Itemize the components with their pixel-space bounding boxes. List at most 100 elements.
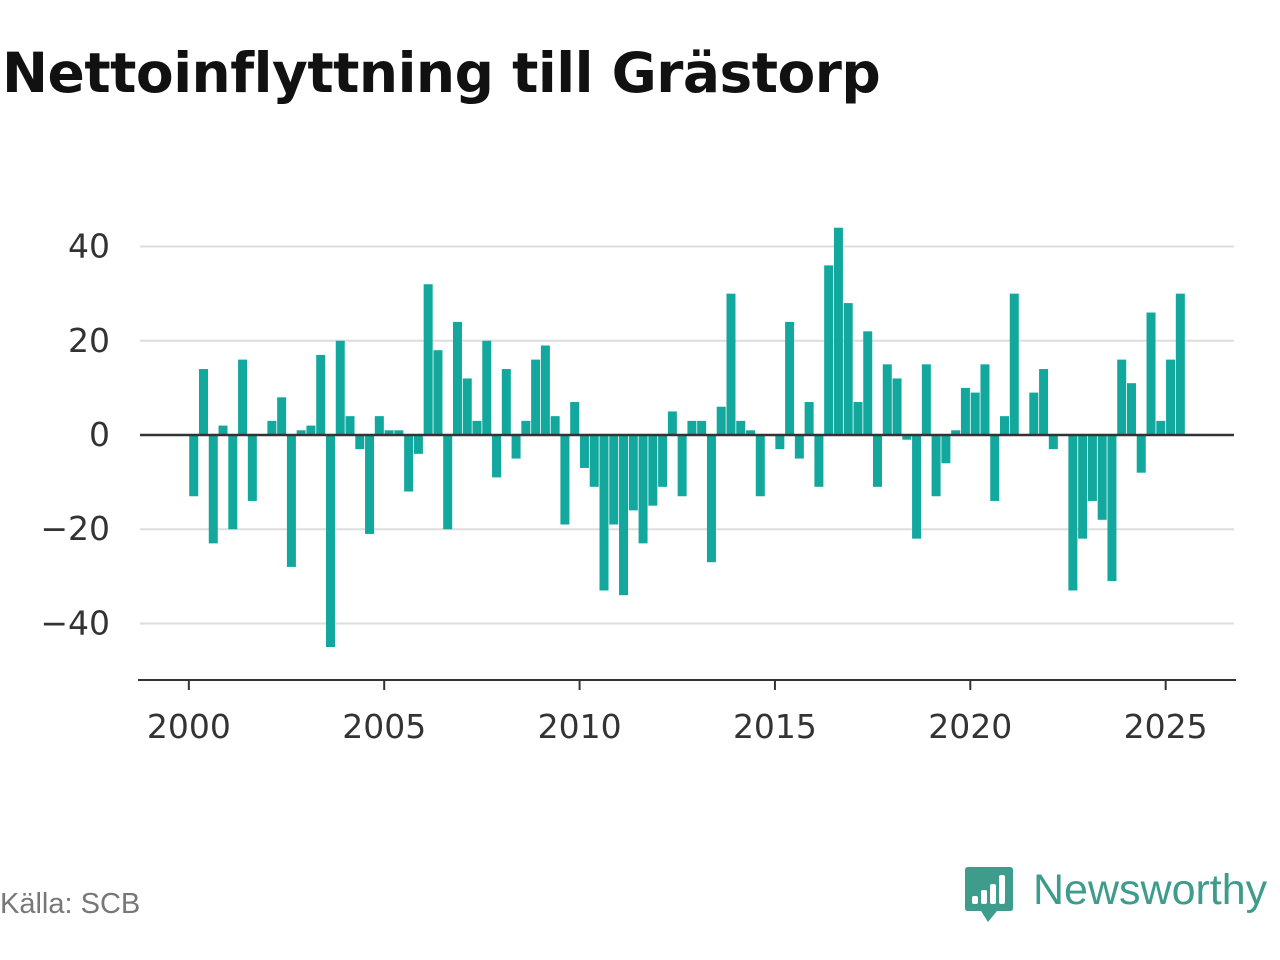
bar xyxy=(335,340,345,435)
x-tick-label: 2020 xyxy=(928,707,1012,746)
bar xyxy=(325,435,335,648)
bar xyxy=(706,435,716,563)
bar xyxy=(999,416,1009,435)
bar xyxy=(452,321,462,435)
bar xyxy=(228,435,238,530)
bar xyxy=(316,354,326,435)
bar xyxy=(677,435,687,497)
bar xyxy=(462,378,472,435)
bar xyxy=(785,321,795,435)
bar xyxy=(775,435,785,450)
bar xyxy=(882,364,892,435)
bar xyxy=(628,435,638,511)
bar xyxy=(648,435,658,506)
bar xyxy=(482,340,492,435)
bar xyxy=(814,435,824,487)
bar xyxy=(892,378,902,435)
bar xyxy=(1136,435,1146,473)
x-tick-label: 2015 xyxy=(733,707,817,746)
bar xyxy=(355,435,365,450)
bar xyxy=(277,397,287,435)
y-tick-label: −20 xyxy=(40,509,110,548)
bar xyxy=(941,435,951,464)
bar xyxy=(990,435,1000,501)
bar xyxy=(736,420,746,435)
bar xyxy=(472,420,482,435)
bar xyxy=(1087,435,1097,501)
bar xyxy=(921,364,931,435)
x-tick-label: 2005 xyxy=(342,707,426,746)
bar xyxy=(501,369,511,435)
bar xyxy=(960,387,970,435)
bar xyxy=(804,402,814,435)
bar xyxy=(198,369,208,435)
bar xyxy=(1146,312,1156,435)
bar xyxy=(413,435,423,454)
bar xyxy=(540,345,550,435)
bar xyxy=(1166,359,1176,435)
bar xyxy=(716,406,726,435)
bar xyxy=(697,420,707,435)
bar xyxy=(931,435,941,497)
bar xyxy=(794,435,804,459)
bar xyxy=(609,435,619,525)
bar xyxy=(726,293,736,435)
bar xyxy=(970,392,980,435)
bar xyxy=(423,284,433,435)
bar xyxy=(218,425,228,435)
bar xyxy=(1126,383,1136,435)
bar xyxy=(306,425,316,435)
bar xyxy=(560,435,570,525)
bar xyxy=(912,435,922,539)
chart-title: Nettoinflyttning till Grästorp xyxy=(2,41,881,105)
bar xyxy=(208,435,218,544)
bar xyxy=(374,416,384,435)
bar xyxy=(833,227,843,435)
brand-name: Newsworthy xyxy=(1033,866,1268,914)
bar xyxy=(1029,392,1039,435)
x-tick-label: 2000 xyxy=(147,707,231,746)
bar xyxy=(667,411,677,435)
bar xyxy=(579,435,589,468)
bar xyxy=(658,435,668,487)
y-tick-label: 0 xyxy=(89,415,110,454)
x-tick-label: 2025 xyxy=(1124,707,1208,746)
bar xyxy=(443,435,453,530)
bar xyxy=(619,435,629,596)
bar xyxy=(1048,435,1058,450)
bar xyxy=(746,430,756,435)
bar xyxy=(1107,435,1117,582)
bar xyxy=(296,430,306,435)
bar xyxy=(570,402,580,435)
y-tick-label: 40 xyxy=(68,227,110,266)
bar xyxy=(247,435,257,501)
gridlines xyxy=(140,245,1234,625)
bar xyxy=(1039,369,1049,435)
bar xyxy=(511,435,521,459)
bar xyxy=(755,435,765,497)
bar xyxy=(1078,435,1088,539)
bar xyxy=(902,435,912,440)
bar xyxy=(394,430,404,435)
bar xyxy=(384,430,394,435)
bar xyxy=(267,420,277,435)
x-tick-label: 2010 xyxy=(538,707,622,746)
y-tick-label: −40 xyxy=(40,603,110,642)
bar xyxy=(521,420,531,435)
x-axis-ticks: 2000 2005 2010 2015 2020 2025 xyxy=(147,680,1208,746)
bar xyxy=(873,435,883,487)
bar xyxy=(853,402,863,435)
bar xyxy=(365,435,375,534)
bars xyxy=(189,227,1185,648)
bar xyxy=(843,303,853,435)
bar xyxy=(238,359,248,435)
bar xyxy=(404,435,414,492)
bar xyxy=(433,350,443,435)
bar xyxy=(286,435,296,567)
bar xyxy=(638,435,648,544)
bar xyxy=(1068,435,1078,591)
bar xyxy=(1175,293,1185,435)
source-label: Källa: SCB xyxy=(0,888,141,920)
bar xyxy=(687,420,697,435)
